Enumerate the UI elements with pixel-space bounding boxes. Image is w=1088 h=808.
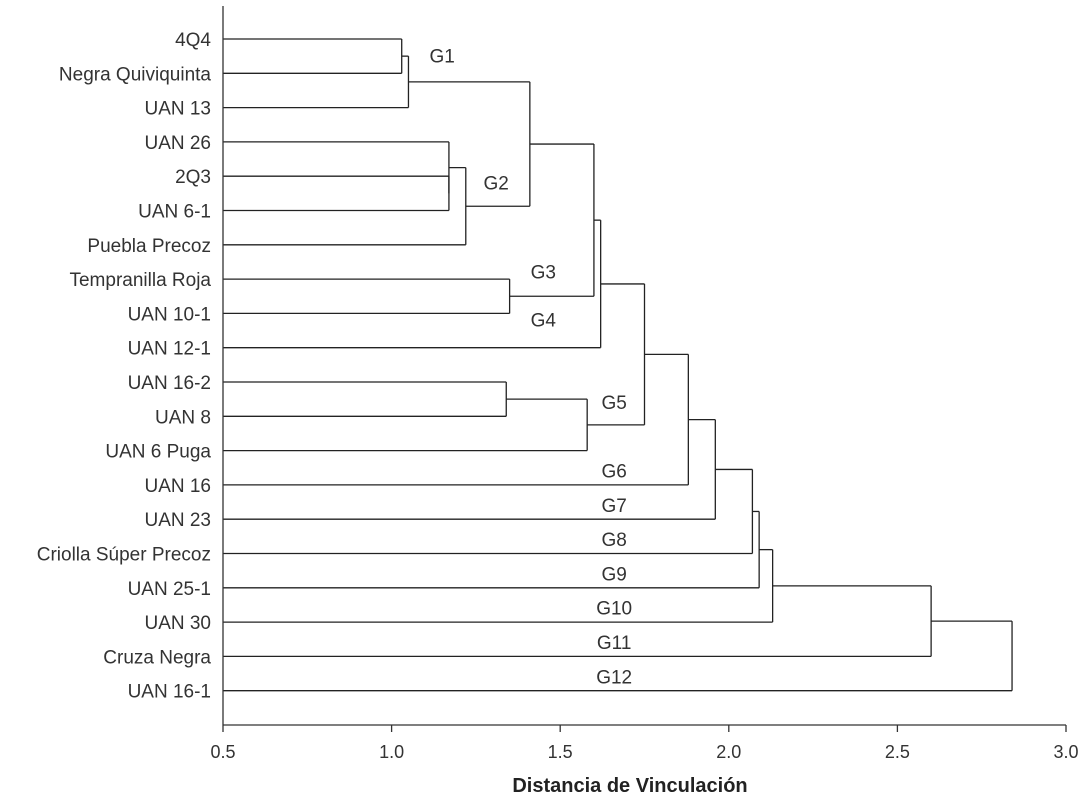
group-label: G3 <box>531 263 556 284</box>
leaf-label: UAN 30 <box>144 613 211 634</box>
x-tick-label: 1.5 <box>548 742 573 762</box>
x-tick-label: 1.0 <box>379 742 404 762</box>
group-label: G11 <box>597 633 632 654</box>
leaf-label: UAN 10-1 <box>128 304 211 325</box>
group-label: G1 <box>430 46 455 67</box>
x-axis: 0.5 1.0 1.5 2.0 2.5 3.0 Distancia de Vinculac… <box>210 6 1079 797</box>
x-tick-label: 2.5 <box>885 742 910 762</box>
x-axis-ticks: 0.5 1.0 1.5 2.0 2.5 3.0 <box>210 725 1079 762</box>
leaf-label: Criolla Súper Precoz <box>37 545 211 566</box>
group-labels: G1 G2 G3 G4 G5 G6 G7 G8 G9 G10 G11 G12 <box>430 46 633 688</box>
leaf-label: 2Q3 <box>175 167 211 188</box>
leaf-label: UAN 23 <box>144 510 211 531</box>
group-label: G5 <box>601 393 626 414</box>
x-tick-label: 0.5 <box>210 742 235 762</box>
group-label: G2 <box>483 173 508 194</box>
leaf-label: Puebla Precoz <box>87 236 211 257</box>
leaf-label: UAN 8 <box>155 407 211 428</box>
leaf-label: UAN 13 <box>144 99 211 120</box>
leaf-label: UAN 16-2 <box>128 373 211 394</box>
leaf-label: UAN 25-1 <box>128 579 211 600</box>
group-label: G10 <box>596 599 632 620</box>
x-tick-label: 3.0 <box>1053 742 1078 762</box>
leaf-label: UAN 12-1 <box>128 339 211 360</box>
group-label: G9 <box>601 564 626 585</box>
group-label: G8 <box>601 530 626 551</box>
group-label: G6 <box>601 461 626 482</box>
x-tick-label: 2.0 <box>716 742 741 762</box>
leaf-label: UAN 6 Puga <box>105 442 211 463</box>
dendrogram-links <box>223 38 1013 692</box>
leaf-label: 4Q4 <box>175 30 211 51</box>
leaf-labels: 4Q4 Negra Quiviquinta UAN 13 UAN 26 2Q3 UAN 6… <box>37 30 212 703</box>
leaf-label: UAN 6-1 <box>138 202 211 223</box>
x-axis-title: Distancia de Vinculación <box>512 775 747 797</box>
group-label: G12 <box>596 667 632 688</box>
leaf-label: Tempranilla Roja <box>69 270 211 291</box>
leaf-label: Negra Quiviquinta <box>59 64 212 85</box>
leaf-label: UAN 26 <box>144 133 211 154</box>
leaf-label: UAN 16-1 <box>128 682 211 703</box>
group-label: G4 <box>531 311 557 332</box>
group-label: G7 <box>601 496 626 517</box>
leaf-label: UAN 16 <box>144 476 211 497</box>
leaf-label: Cruza Negra <box>103 647 211 668</box>
